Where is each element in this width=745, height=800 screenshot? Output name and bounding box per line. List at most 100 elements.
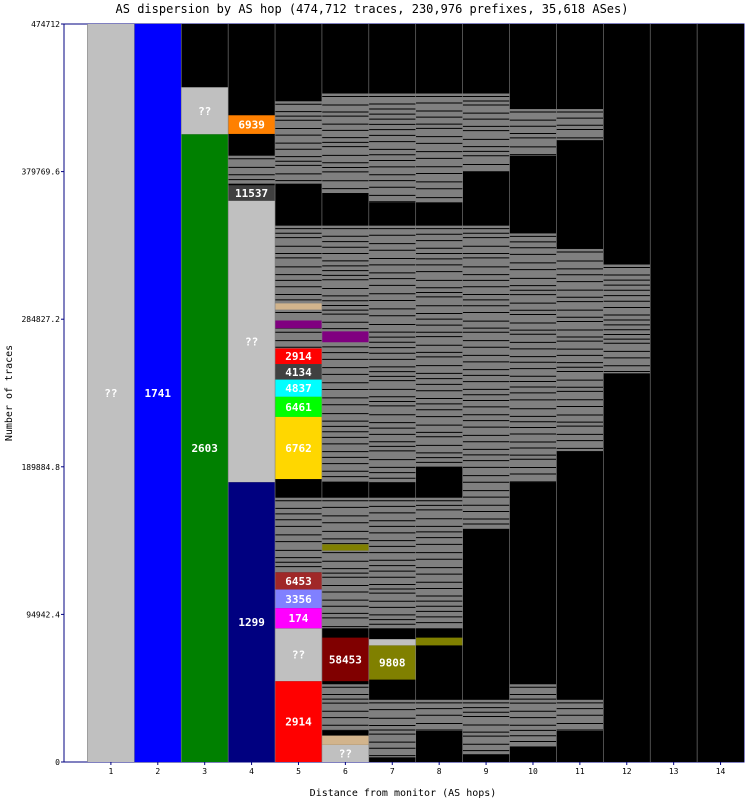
gray-band-hop-10 bbox=[509, 233, 557, 483]
gray-band-fill bbox=[509, 684, 557, 747]
segment-label: 6461 bbox=[285, 401, 312, 414]
segment-label: ?? bbox=[104, 387, 117, 400]
gray-band-fill bbox=[603, 264, 651, 374]
segment-label: ?? bbox=[245, 335, 258, 348]
gray-band-hop-8 bbox=[415, 699, 463, 731]
gray-band-fill bbox=[321, 684, 369, 731]
segment-label: ?? bbox=[339, 747, 352, 760]
segment-label: 6453 bbox=[285, 575, 312, 588]
x-tick-label: 5 bbox=[296, 767, 301, 776]
segment-hop-5-unknownunknown bbox=[275, 628, 322, 682]
gray-band-hop-10 bbox=[509, 684, 557, 747]
gray-band-fill bbox=[415, 93, 463, 203]
x-tick-label: 11 bbox=[575, 767, 585, 776]
gray-band-fill bbox=[462, 93, 510, 172]
gray-band-fill bbox=[509, 233, 557, 483]
segment-hop-5-4837 bbox=[275, 379, 322, 397]
gray-band-fill bbox=[321, 497, 369, 629]
column-background-hop-14 bbox=[697, 24, 744, 762]
segment-hop-6-unknownunknown bbox=[321, 744, 369, 762]
y-tick-label: 379769.6 bbox=[21, 168, 60, 177]
segment-hop-5-6762 bbox=[275, 416, 322, 480]
y-tick-label: 94942.4 bbox=[26, 610, 60, 619]
segment-hop-8 bbox=[415, 637, 463, 646]
x-axis-label: Distance from monitor (AS hops) bbox=[310, 788, 497, 799]
gray-band-fill bbox=[509, 109, 557, 156]
gray-band-hop-9 bbox=[462, 93, 510, 172]
gray-band-hop-12 bbox=[603, 264, 651, 374]
segment-hop-5-174 bbox=[275, 608, 322, 629]
segment-label: 4837 bbox=[285, 382, 312, 395]
segment-hop-6 bbox=[321, 544, 369, 551]
x-tick-label: 4 bbox=[249, 767, 254, 776]
segment-label: 2914 bbox=[285, 716, 312, 729]
segment-label: 58453 bbox=[329, 653, 362, 666]
x-tick-label: 13 bbox=[669, 767, 679, 776]
segment-hop-5-3356 bbox=[275, 589, 322, 609]
x-tick-label: 9 bbox=[484, 767, 489, 776]
x-tick-label: 14 bbox=[716, 767, 726, 776]
segment-hop-4-1299 bbox=[228, 482, 276, 762]
segment-hop-7 bbox=[368, 639, 416, 646]
segment-label: 6939 bbox=[238, 119, 265, 132]
gray-band-hop-7 bbox=[368, 93, 416, 203]
gray-band-fill bbox=[556, 248, 604, 452]
segment-hop-4-unknownunknown bbox=[228, 200, 276, 483]
segment-label: 2914 bbox=[285, 350, 312, 363]
segment-hop-5-4134 bbox=[275, 364, 322, 380]
x-tick-label: 10 bbox=[528, 767, 538, 776]
segment-hop-5-2914 bbox=[275, 348, 322, 365]
segment-label: ?? bbox=[292, 649, 305, 662]
gray-band-hop-6 bbox=[321, 684, 369, 731]
segment-label: 3356 bbox=[285, 593, 312, 606]
x-tick-label: 6 bbox=[343, 767, 348, 776]
segment-label: 2603 bbox=[191, 442, 218, 455]
gray-band-fill bbox=[321, 93, 369, 194]
gray-band-hop-8 bbox=[415, 225, 463, 467]
segment-label: 4134 bbox=[285, 366, 312, 379]
x-tick-label: 7 bbox=[390, 767, 395, 776]
segment-hop-5-6453 bbox=[275, 572, 322, 590]
segment-hop-6-58453 bbox=[321, 637, 369, 682]
x-tick-label: 3 bbox=[202, 767, 207, 776]
segment-label: 6762 bbox=[285, 442, 312, 455]
gray-band-fill bbox=[368, 497, 416, 629]
gray-band-fill bbox=[415, 497, 463, 629]
y-axis-label: Number of traces bbox=[4, 345, 15, 441]
gray-band-hop-6 bbox=[321, 93, 369, 194]
plot-area: ?? 1741 2603?? 1299?? 11537 6939 2914?? 174 3356… bbox=[63, 23, 745, 763]
segment-hop-3-2603 bbox=[181, 134, 229, 762]
gray-band-hop-6 bbox=[321, 225, 369, 483]
segment-hop-5-6461 bbox=[275, 396, 322, 417]
segment-label: 11537 bbox=[235, 187, 268, 200]
gray-band-hop-7 bbox=[368, 699, 416, 758]
column-background-hop-12 bbox=[603, 24, 651, 762]
segment-hop-2-1741 bbox=[134, 24, 182, 762]
gray-band-fill bbox=[368, 93, 416, 203]
x-tick-label: 12 bbox=[622, 767, 632, 776]
segment-hop-6 bbox=[321, 331, 369, 343]
gray-band-fill bbox=[462, 699, 510, 755]
gray-band-hop-11 bbox=[556, 248, 604, 452]
segment-hop-6 bbox=[321, 735, 369, 745]
segment-hop-4-11537 bbox=[228, 185, 276, 201]
segment-hop-3-unknownunknown bbox=[181, 87, 229, 135]
gray-band-fill bbox=[415, 225, 463, 467]
gray-band-hop-8 bbox=[415, 497, 463, 629]
gray-band-fill bbox=[228, 155, 276, 184]
segment-hop-1-unknownunknown bbox=[87, 24, 135, 762]
segment-label: 1299 bbox=[238, 616, 265, 629]
gray-band-hop-11 bbox=[556, 699, 604, 731]
gray-band-hop-9 bbox=[462, 699, 510, 755]
gray-band-fill bbox=[321, 225, 369, 483]
segment-label: 9808 bbox=[379, 657, 406, 670]
x-tick-label: 2 bbox=[155, 767, 160, 776]
y-tick-label: 284827.2 bbox=[21, 315, 60, 324]
gray-band-hop-5 bbox=[275, 101, 322, 184]
x-tick-label: 8 bbox=[437, 767, 442, 776]
gray-band-hop-8 bbox=[415, 93, 463, 203]
y-tick-label: 474712 bbox=[31, 20, 60, 29]
gray-band-fill bbox=[275, 101, 322, 184]
